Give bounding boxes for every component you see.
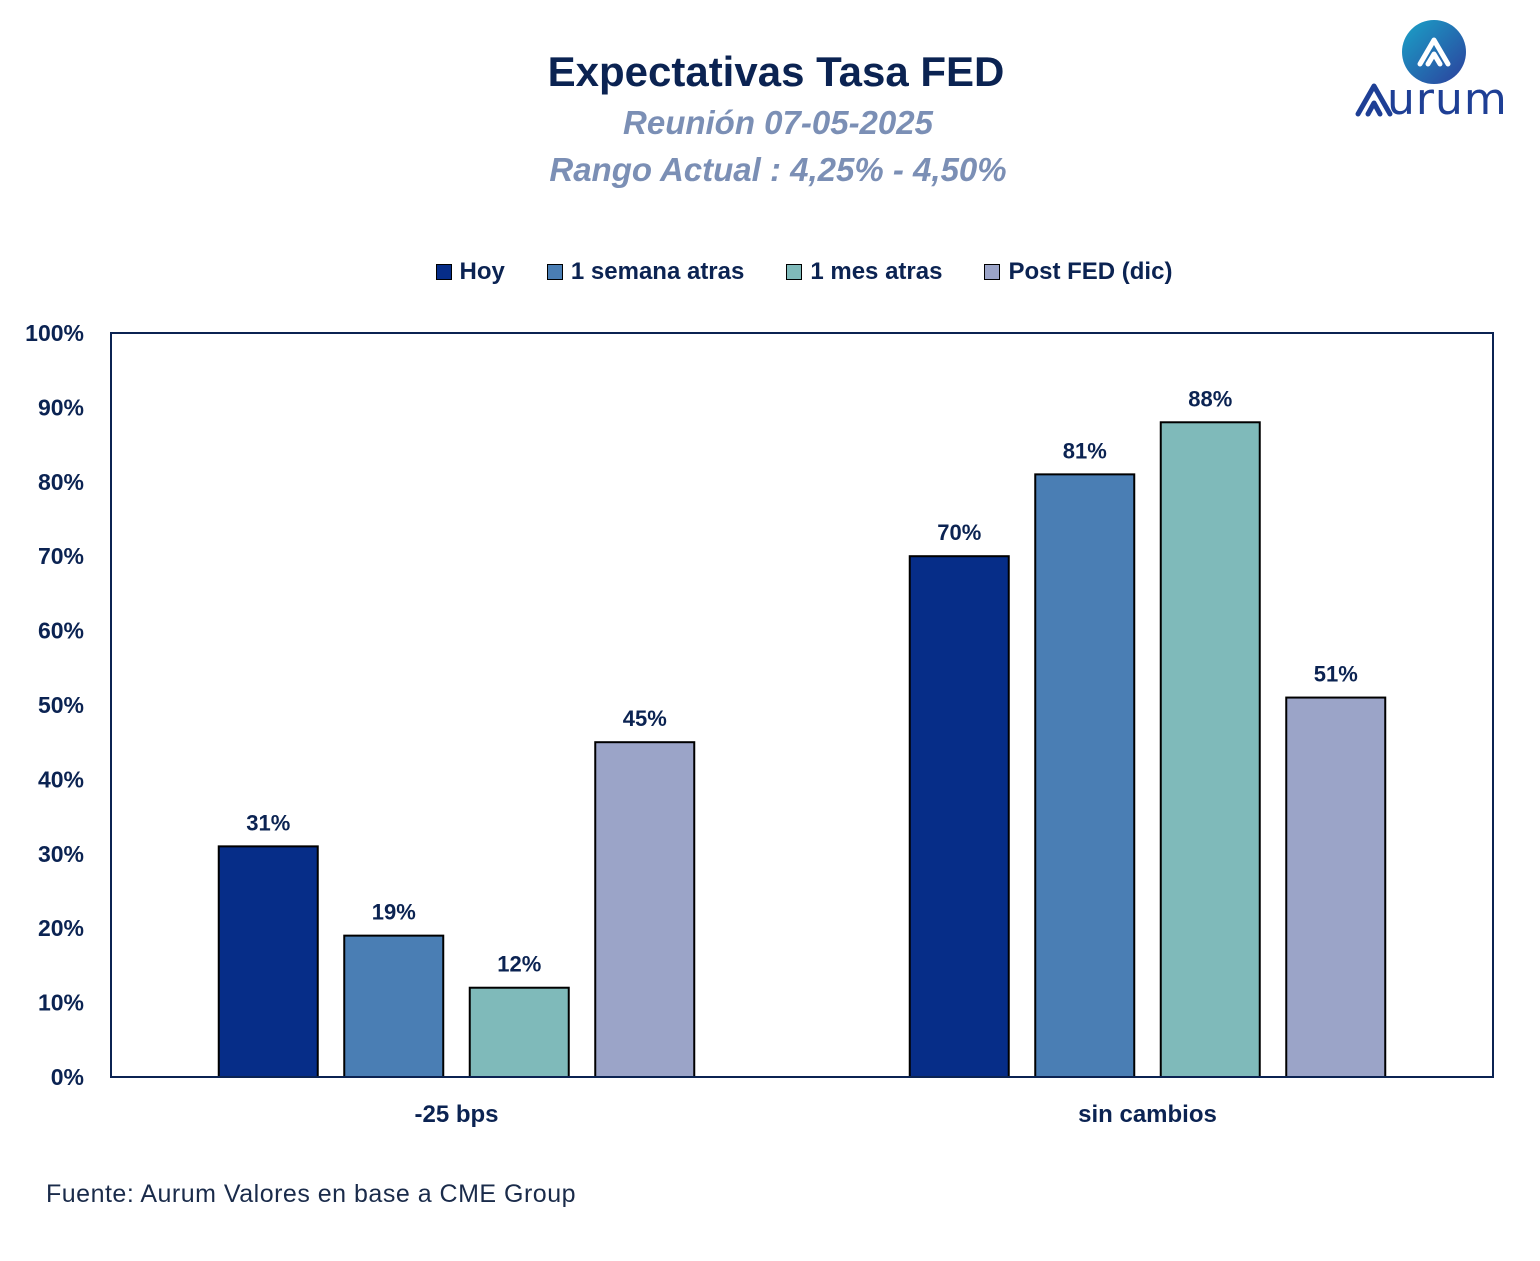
legend-label-mes: 1 mes atras [810,258,943,285]
y-tick-label: 100% [25,320,84,346]
aurum-logo-text: urum [1387,74,1508,125]
legend-swatch-hoy [435,264,452,280]
plot-frame [110,332,1494,1078]
y-tick-label: 60% [38,618,84,644]
legend-item-hoy: Hoy [435,258,505,286]
data-label-mes-minus-25bps: 12% [497,952,541,977]
y-tick-label: 10% [38,990,84,1016]
legend-swatch-mes [786,264,803,280]
bar-mes-sin-cambios [1159,421,1261,1078]
bar-post-sin-cambios [1285,696,1387,1078]
y-tick-label: 50% [38,692,84,718]
bars [217,421,1387,1079]
category-label: -25 bps [414,1101,498,1128]
x-axis-category-labels: -25 bps sin cambios [414,1101,1216,1128]
legend-item-mes: 1 mes atras [786,258,942,286]
chart-legend: Hoy 1 semana atras 1 mes atras Post FED … [0,258,1540,286]
legend-swatch-post [984,264,1001,280]
data-label-hoy-minus-25bps: 31% [246,810,290,835]
legend-swatch-semana [546,264,563,280]
chart-title: Expectativas Tasa FED [547,48,1005,95]
y-tick-label: 0% [51,1064,84,1090]
source-note: Fuente: Aurum Valores en base a CME Grou… [46,1180,577,1208]
aurum-logo [1350,20,1520,130]
y-tick-label: 20% [38,915,84,941]
category-label: sin cambios [1078,1101,1217,1128]
data-label-hoy-sin-cambios: 70% [937,520,981,545]
data-label-semana-minus-25bps: 19% [372,900,416,925]
legend-label-semana: 1 semana atras [570,258,745,285]
bar-mes-minus-25bps [468,986,570,1078]
bar-data-labels: 31% 19% 12% 45% 70% 81% 88% 51% [246,386,1358,976]
bar-hoy-minus-25bps [217,845,319,1078]
data-label-mes-sin-cambios: 88% [1188,386,1232,411]
chart-subtitle-range: Rango Actual : 4,25% - 4,50% [549,151,1007,188]
y-tick-label: 30% [38,841,84,867]
data-label-post-sin-cambios: 51% [1314,662,1358,687]
legend-label-post: Post FED (dic) [1008,258,1173,285]
bar-semana-sin-cambios [1034,473,1136,1078]
bar-post-minus-25bps [594,741,696,1078]
y-tick-label: 70% [38,543,84,569]
chart-subtitle-meeting: Reunión 07-05-2025 [623,104,933,141]
data-label-semana-sin-cambios: 81% [1063,438,1107,463]
legend-item-post: Post FED (dic) [984,258,1172,286]
y-axis-ticks: 0% 10% 20% 30% 40% 50% 60% 70% 80% 90% 100% [25,320,84,1090]
bar-hoy-sin-cambios [908,555,1010,1078]
aurum-logo-icon [1355,20,1466,117]
y-tick-label: 90% [38,394,84,420]
y-tick-label: 40% [38,766,84,792]
y-tick-label: 80% [38,469,84,495]
legend-label-hoy: Hoy [459,258,505,285]
legend-item-semana: 1 semana atras [546,258,745,286]
bar-semana-minus-25bps [343,934,445,1079]
data-label-post-minus-25bps: 45% [623,706,667,731]
